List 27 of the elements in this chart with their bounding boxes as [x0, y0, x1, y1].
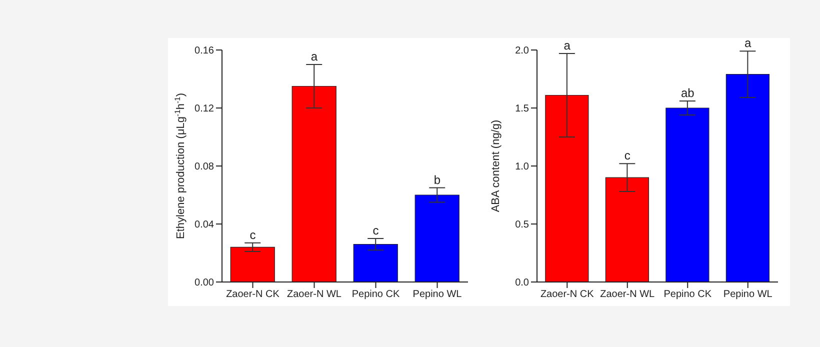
x-tick-label: Pepino WL	[723, 289, 773, 300]
annotation: a	[564, 38, 571, 52]
annotation: c	[250, 228, 256, 242]
x-tick-label: Zaoer-N CK	[540, 289, 594, 300]
annotation: a	[744, 36, 752, 50]
annotation: c	[624, 148, 630, 163]
annotation: c	[372, 224, 379, 238]
annotation: a	[310, 50, 318, 64]
y-tick-label: 1.5	[515, 104, 530, 115]
y-tick-label: 0.0	[515, 278, 530, 289]
x-tick-label: Pepino CK	[352, 289, 400, 300]
annotation: ab	[680, 86, 695, 100]
annotation: b	[434, 172, 441, 187]
x-tick-label: Pepino WL	[412, 289, 462, 300]
y-tick-label: 0.08	[194, 162, 214, 173]
x-tick-label: Pepino CK	[664, 289, 712, 300]
y-tick-label: 0.04	[194, 220, 214, 231]
y-tick-label: 0.12	[194, 104, 214, 115]
x-tick-label: Zaoer-N WL	[287, 289, 342, 300]
y-tick-label: 2.0	[515, 46, 530, 57]
x-tick-label: Zaoer-N CK	[226, 289, 280, 300]
y-axis-title: ABA content (ng/g)	[490, 120, 502, 212]
y-tick-label: 0.00	[194, 278, 214, 289]
y-tick-label: 0.5	[515, 220, 530, 231]
x-tick-label: Zaoer-N WL	[600, 289, 656, 300]
y-tick-label: 0.16	[194, 46, 214, 57]
y-tick-label: 1.0	[515, 162, 530, 173]
